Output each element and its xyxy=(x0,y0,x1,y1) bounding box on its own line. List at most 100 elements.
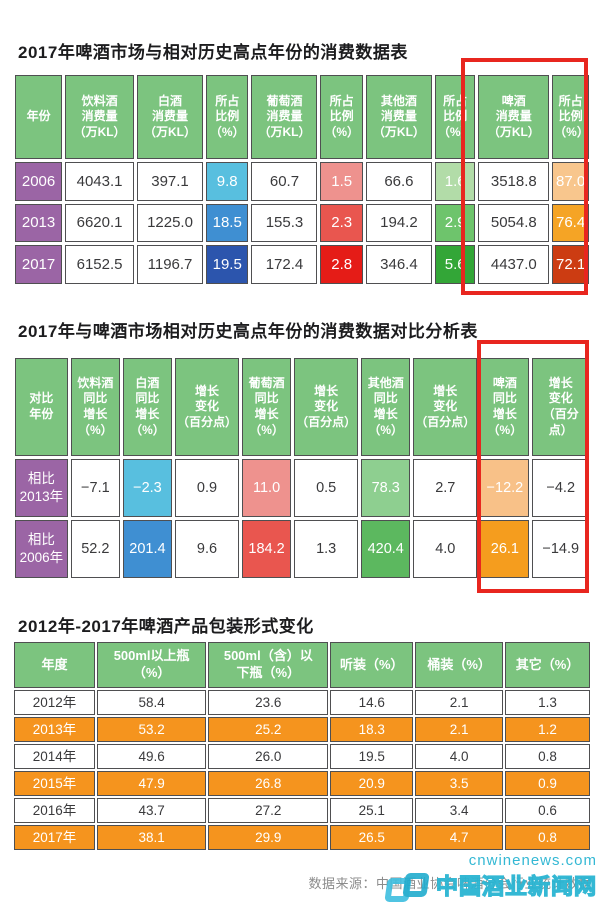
watermark-row: 中国酒业新闻网 xyxy=(384,869,597,905)
consumption-table-title: 2017年啤酒市场与相对历史高点年份的消费数据表 xyxy=(18,43,408,62)
data-cell: −7.1 xyxy=(70,459,120,517)
watermark-url: cnwinenews.com xyxy=(468,852,597,869)
column-header: 增长 变化 （百分点） xyxy=(532,358,589,456)
table-row: 2006 4043.1 397.1 9.8 60.7 1.5 66.6 1.6 3518.8 87… xyxy=(15,162,589,201)
data-cell: 0.8 xyxy=(505,825,590,850)
data-cell: 20.9 xyxy=(330,771,414,796)
column-header: 白酒 同比 增长 （%） xyxy=(122,358,172,456)
table-row: 2013 6620.1 1225.0 18.5 155.3 2.3 194.2 2.9 5054… xyxy=(15,203,589,243)
data-cell: 0.9 xyxy=(505,771,590,796)
data-cell: 4.0 xyxy=(415,744,504,769)
column-header: 饮料酒 同比 增长 （%） xyxy=(70,358,120,456)
data-cell: 2.7 xyxy=(413,459,478,517)
data-cell: 58.4 xyxy=(96,690,207,715)
data-cell: −14.9 xyxy=(532,520,589,578)
table-row: 2017年 38.1 29.9 26.5 4.7 0.8 xyxy=(14,825,590,850)
column-header: 所占 比例 （%） xyxy=(206,75,249,159)
data-cell: 76.4 xyxy=(552,203,589,243)
data-cell: 2.8 xyxy=(320,245,363,284)
data-cell: 2.1 xyxy=(415,690,504,715)
table-row: 相比 2006年 52.2 201.4 9.6 184.2 1.3 420.4 4.0 26.1… xyxy=(15,520,589,578)
column-header: 500ml以上瓶 （%） xyxy=(96,642,207,688)
data-cell: 0.5 xyxy=(294,459,359,517)
table-row: 2013年 53.2 25.2 18.3 2.1 1.2 xyxy=(14,717,590,742)
column-header: 其他酒 同比 增长 （%） xyxy=(361,358,411,456)
column-header: 听装（%） xyxy=(330,642,414,688)
data-cell: 52.2 xyxy=(70,520,120,578)
table-row: 相比 2013年 −7.1 −2.3 0.9 11.0 0.5 78.3 2.7 −12.2 −4… xyxy=(15,459,589,517)
row-label: 2006 xyxy=(15,162,63,201)
comparison-table: 对比 年份 饮料酒 同比 增长 （%） 白酒 同比 增长 （%） 增长 变化 （百分点… xyxy=(12,355,592,581)
data-cell: 72.1 xyxy=(552,245,589,284)
data-cell: 19.5 xyxy=(330,744,414,769)
column-header: 啤酒 同比 增长 （%） xyxy=(480,358,530,456)
data-cell: 11.0 xyxy=(242,459,292,517)
data-cell: 172.4 xyxy=(251,245,318,284)
data-cell: 4.7 xyxy=(415,825,504,850)
packaging-table-wrap: 年度 500ml以上瓶 （%） 500ml（含）以 下瓶（%） 听装（%） 桶装（%）其… xyxy=(12,640,592,852)
header-row: 年份 饮料酒 消费量 （万KL） 白酒 消费量 （万KL） 所占 比例 （%） 葡萄酒 … xyxy=(15,75,589,159)
column-header: 增长 变化 （百分点） xyxy=(174,358,240,456)
data-cell: 1.2 xyxy=(505,717,590,742)
row-label: 2014年 xyxy=(14,744,95,769)
data-cell: −12.2 xyxy=(480,459,530,517)
column-header: 桶装（%） xyxy=(415,642,504,688)
data-cell: 26.8 xyxy=(208,771,329,796)
data-cell: 26.0 xyxy=(208,744,329,769)
header-row: 对比 年份 饮料酒 同比 增长 （%） 白酒 同比 增长 （%） 增长 变化 （百分点… xyxy=(15,358,589,456)
data-cell: 5054.8 xyxy=(478,203,550,243)
data-cell: 0.9 xyxy=(174,459,240,517)
data-cell: 0.6 xyxy=(505,798,590,823)
data-cell: 27.2 xyxy=(208,798,329,823)
data-cell: 1.6 xyxy=(434,162,476,201)
data-cell: 53.2 xyxy=(96,717,207,742)
data-cell: 6152.5 xyxy=(65,245,134,284)
column-header: 500ml（含）以 下瓶（%） xyxy=(208,642,329,688)
column-header: 对比 年份 xyxy=(15,358,68,456)
column-header: 所占 比例 （%） xyxy=(552,75,589,159)
data-cell: 194.2 xyxy=(365,203,432,243)
column-header: 啤酒 消费量 （万KL） xyxy=(478,75,550,159)
data-cell: 3518.8 xyxy=(478,162,550,201)
data-cell: 3.5 xyxy=(415,771,504,796)
data-cell: 49.6 xyxy=(96,744,207,769)
data-cell: 4437.0 xyxy=(478,245,550,284)
data-cell: 18.3 xyxy=(330,717,414,742)
data-cell: 29.9 xyxy=(208,825,329,850)
column-header: 其它（%） xyxy=(505,642,590,688)
table-row: 2014年 49.6 26.0 19.5 4.0 0.8 xyxy=(14,744,590,769)
row-label: 2013年 xyxy=(14,717,95,742)
header-row: 年度 500ml以上瓶 （%） 500ml（含）以 下瓶（%） 听装（%） 桶装（%）其… xyxy=(14,642,590,688)
data-cell: 19.5 xyxy=(206,245,249,284)
row-label: 2015年 xyxy=(14,771,95,796)
consumption-table: 年份 饮料酒 消费量 （万KL） 白酒 消费量 （万KL） 所占 比例 （%） 葡萄酒 … xyxy=(12,72,592,287)
data-cell: 5.6 xyxy=(434,245,476,284)
data-cell: 420.4 xyxy=(361,520,411,578)
table-row: 2015年 47.9 26.8 20.9 3.5 0.9 xyxy=(14,771,590,796)
column-header: 增长 变化 （百分点） xyxy=(413,358,478,456)
column-header: 葡萄酒 同比 增长 （%） xyxy=(242,358,292,456)
row-label: 2012年 xyxy=(14,690,95,715)
watermark-site-name: 中国酒业新闻网 xyxy=(435,873,597,900)
column-header: 年份 xyxy=(15,75,63,159)
packaging-table: 年度 500ml以上瓶 （%） 500ml（含）以 下瓶（%） 听装（%） 桶装（%）其… xyxy=(12,640,592,852)
column-header: 增长 变化 （百分点） xyxy=(294,358,359,456)
data-source-note: 数据来源：中国酒业协会啤酒分会行业统计数据 xyxy=(308,876,592,891)
data-cell: 155.3 xyxy=(251,203,318,243)
table-row: 2017 6152.5 1196.7 19.5 172.4 2.8 346.4 5.6 4437… xyxy=(15,245,589,284)
row-label: 2016年 xyxy=(14,798,95,823)
data-cell: −2.3 xyxy=(122,459,172,517)
data-cell: 397.1 xyxy=(137,162,204,201)
data-cell: 38.1 xyxy=(96,825,207,850)
data-cell: 9.8 xyxy=(206,162,249,201)
column-header: 所占 比例 （%） xyxy=(320,75,363,159)
data-cell: 26.1 xyxy=(480,520,530,578)
data-cell: 4.0 xyxy=(413,520,478,578)
data-cell: 1.3 xyxy=(505,690,590,715)
data-cell: 1.5 xyxy=(320,162,363,201)
data-cell: 25.1 xyxy=(330,798,414,823)
data-cell: 60.7 xyxy=(251,162,318,201)
packaging-table-title: 2012年-2017年啤酒产品包装形式变化 xyxy=(18,617,314,636)
watermark: cnwinenews.com 中国酒业新闻网 xyxy=(384,853,597,905)
